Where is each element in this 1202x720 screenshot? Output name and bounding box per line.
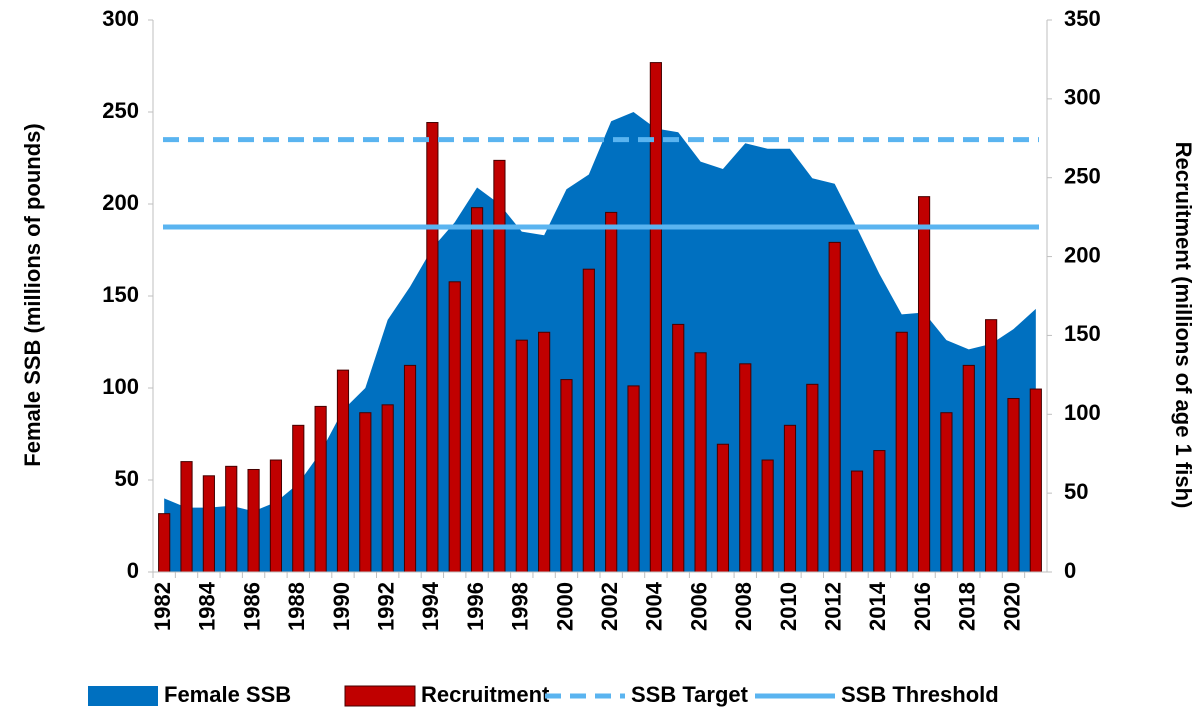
y2-tick-label: 250 bbox=[1064, 164, 1101, 189]
legend-label: SSB Target bbox=[631, 682, 749, 707]
y-axis-title: Female SSB (millions of pounds) bbox=[20, 123, 45, 466]
bar bbox=[985, 319, 998, 573]
bar bbox=[917, 196, 931, 573]
bar bbox=[850, 470, 864, 573]
y-tick-label: 50 bbox=[115, 466, 139, 491]
x-tick-label: 1990 bbox=[329, 582, 354, 631]
bar bbox=[538, 331, 551, 573]
x-tick-label: 1994 bbox=[418, 581, 443, 631]
bar bbox=[940, 412, 953, 573]
bar bbox=[605, 211, 618, 573]
bar bbox=[672, 323, 685, 573]
x-tick-label: 1986 bbox=[239, 582, 264, 631]
y-tick-label: 250 bbox=[102, 98, 139, 123]
legend-label: Recruitment bbox=[421, 682, 550, 707]
bar bbox=[582, 268, 595, 573]
bar bbox=[716, 443, 730, 573]
bar bbox=[493, 159, 506, 573]
x-tick-label: 1996 bbox=[463, 582, 488, 631]
bar bbox=[873, 450, 886, 573]
bar bbox=[560, 379, 573, 573]
bar bbox=[1007, 398, 1020, 573]
y2-tick-label: 300 bbox=[1064, 85, 1101, 110]
y-tick-label: 100 bbox=[102, 374, 139, 399]
y2-tick-label: 150 bbox=[1064, 321, 1101, 346]
legend-swatch bbox=[344, 685, 416, 707]
y2-tick-label: 350 bbox=[1064, 6, 1101, 31]
y-tick-label: 150 bbox=[102, 282, 139, 307]
bar bbox=[470, 207, 484, 573]
y-tick-label: 200 bbox=[102, 190, 139, 215]
bar bbox=[336, 369, 350, 573]
bar bbox=[761, 459, 774, 573]
bar bbox=[515, 339, 528, 573]
legend-label: Female SSB bbox=[164, 682, 291, 707]
y-tick-label: 0 bbox=[127, 558, 139, 583]
x-tick-label: 2010 bbox=[776, 582, 801, 631]
bar bbox=[381, 404, 394, 573]
bar bbox=[292, 424, 305, 573]
x-tick-label: 2014 bbox=[865, 581, 890, 631]
bar bbox=[739, 363, 752, 573]
bar bbox=[158, 513, 171, 573]
bar bbox=[314, 405, 327, 573]
x-tick-label: 2008 bbox=[731, 582, 756, 631]
bar bbox=[202, 475, 215, 573]
bar bbox=[269, 459, 283, 573]
y2-tick-label: 0 bbox=[1064, 558, 1076, 583]
bar bbox=[448, 281, 461, 573]
x-tick-label: 2006 bbox=[686, 582, 711, 631]
y2-tick-label: 100 bbox=[1064, 400, 1101, 425]
x-tick-label: 1998 bbox=[508, 582, 533, 631]
bar bbox=[828, 241, 841, 573]
x-tick-label: 1992 bbox=[373, 582, 398, 631]
x-tick-label: 2018 bbox=[955, 582, 980, 631]
y2-tick-label: 200 bbox=[1064, 242, 1101, 267]
legend-label: SSB Threshold bbox=[841, 682, 999, 707]
bar bbox=[359, 412, 372, 573]
y2-tick-label: 50 bbox=[1064, 479, 1088, 504]
bar bbox=[783, 424, 797, 573]
bar bbox=[1029, 388, 1042, 573]
x-tick-label: 1984 bbox=[195, 581, 220, 631]
x-tick-label: 1982 bbox=[150, 582, 175, 631]
bar bbox=[426, 122, 439, 573]
bar bbox=[180, 461, 193, 573]
x-tick-label: 2020 bbox=[999, 582, 1024, 631]
x-tick-label: 1988 bbox=[284, 582, 309, 631]
bar bbox=[962, 364, 975, 573]
bar bbox=[225, 465, 238, 573]
x-tick-label: 2004 bbox=[642, 581, 667, 631]
x-tick-label: 2012 bbox=[820, 582, 845, 631]
x-tick-label: 2016 bbox=[910, 582, 935, 631]
bar bbox=[627, 385, 640, 573]
bar bbox=[806, 383, 819, 573]
bar bbox=[247, 468, 260, 573]
bar bbox=[895, 331, 908, 573]
y-tick-label: 300 bbox=[102, 6, 139, 31]
y2-axis-title: Recruitment (millions of age 1 fish) bbox=[1171, 142, 1196, 509]
x-tick-label: 2002 bbox=[597, 582, 622, 631]
legend-swatch bbox=[88, 686, 158, 706]
bar bbox=[403, 364, 417, 573]
x-tick-label: 2000 bbox=[552, 582, 577, 631]
bar bbox=[694, 352, 707, 573]
